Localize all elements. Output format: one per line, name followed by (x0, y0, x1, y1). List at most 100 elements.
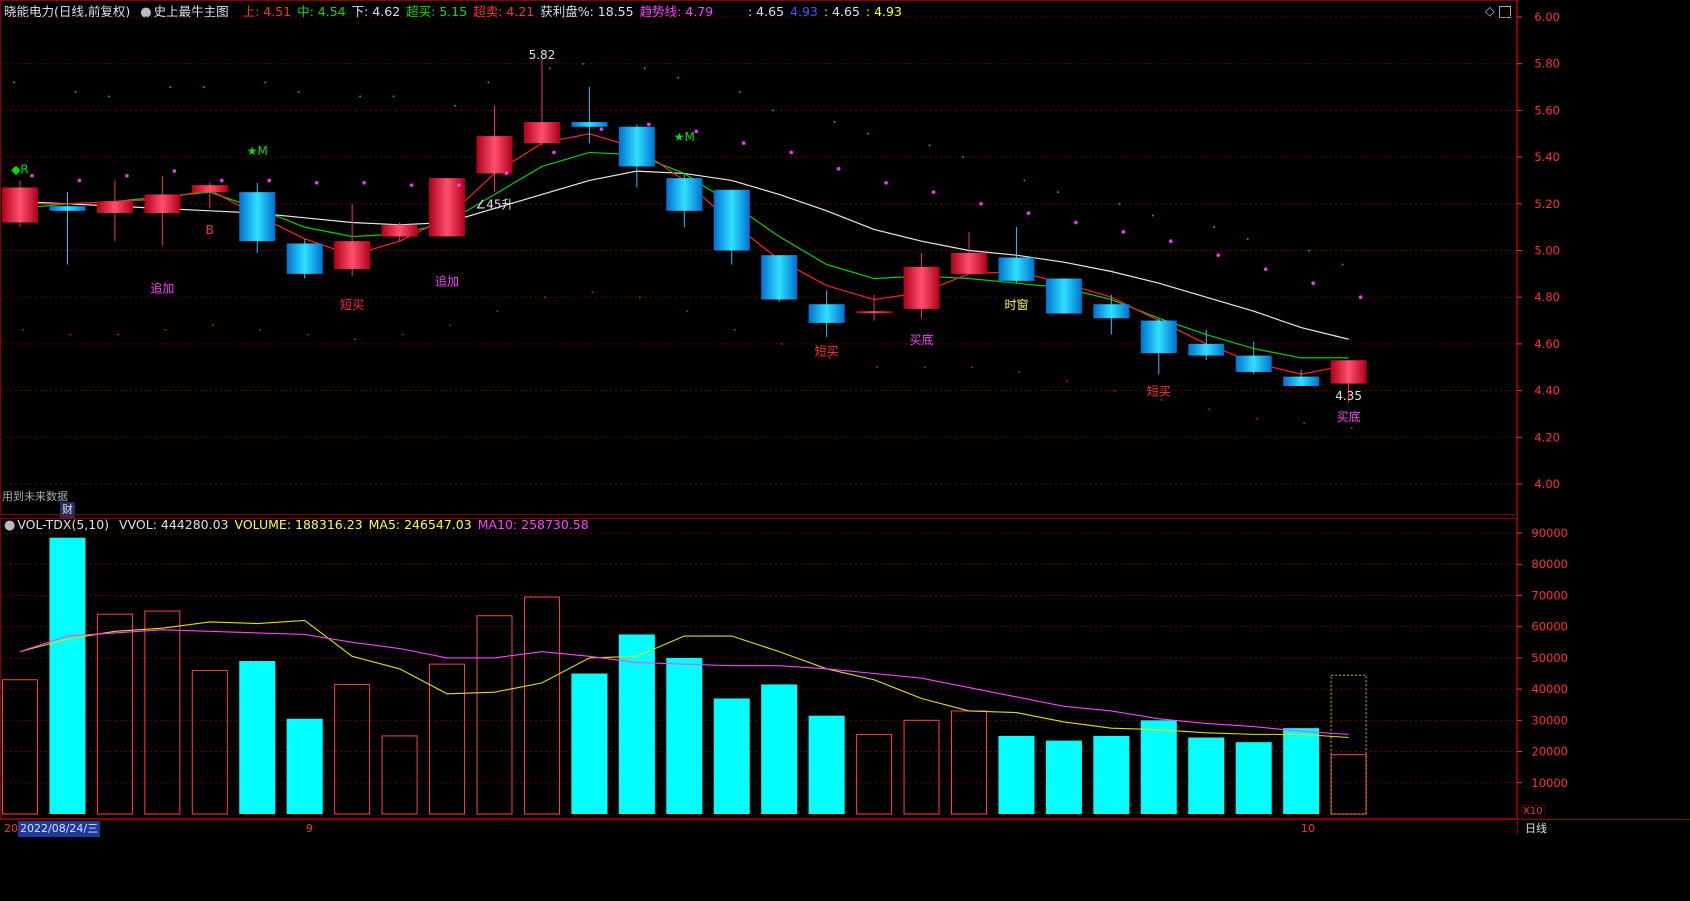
candle-body[interactable] (1235, 355, 1272, 372)
candle[interactable] (1188, 329, 1225, 361)
candle[interactable] (1283, 369, 1320, 386)
candle[interactable] (429, 178, 466, 237)
gear-icon[interactable]: ● (4, 518, 16, 533)
candle-body[interactable] (191, 185, 228, 193)
candle[interactable] (2, 180, 38, 228)
candle[interactable] (951, 231, 987, 274)
volume-bar[interactable] (2, 679, 38, 815)
candle-body[interactable] (1140, 320, 1177, 354)
candle[interactable] (1140, 318, 1177, 375)
volume-tick-label: 80000 (1531, 557, 1568, 571)
volume-bar[interactable] (618, 634, 655, 814)
volume-bar[interactable] (144, 610, 181, 815)
candle-body[interactable] (1045, 278, 1082, 314)
candle-body[interactable] (903, 266, 940, 309)
candle-body[interactable] (1330, 360, 1367, 384)
volume-bar[interactable] (856, 733, 893, 815)
candle-body[interactable] (49, 206, 86, 211)
candle-body[interactable] (666, 178, 703, 211)
candle[interactable] (239, 182, 276, 253)
candle-body[interactable] (476, 136, 513, 174)
volume-bar[interactable] (429, 663, 466, 815)
candle-body[interactable] (2, 187, 38, 223)
candle[interactable] (191, 182, 228, 209)
volume-bar[interactable] (239, 661, 276, 814)
volume-indicator-name[interactable]: VOL-TDX(5,10) (17, 517, 110, 532)
volume-bar[interactable] (951, 710, 987, 815)
candle[interactable] (808, 290, 845, 337)
volume-bar[interactable] (381, 735, 418, 815)
volume-panel[interactable] (2, 537, 1367, 815)
candle[interactable] (903, 252, 940, 319)
candle[interactable] (571, 87, 608, 144)
close-icon[interactable] (1498, 5, 1511, 18)
volume-bar[interactable] (1330, 754, 1367, 815)
volume-bar[interactable] (49, 537, 86, 814)
scale-label[interactable]: X10 (1521, 805, 1545, 819)
candle-body[interactable] (998, 257, 1035, 281)
candle-body[interactable] (951, 252, 987, 274)
candle[interactable] (286, 238, 323, 279)
candle[interactable] (856, 294, 893, 321)
stock-name[interactable]: 晓能电力 (4, 4, 55, 19)
candle[interactable] (1235, 341, 1272, 375)
candle[interactable] (144, 175, 181, 246)
candle[interactable] (666, 173, 703, 228)
candle-body[interactable] (429, 178, 466, 237)
candle[interactable] (1045, 278, 1082, 314)
candle-body[interactable] (1188, 343, 1225, 356)
candle-body[interactable] (713, 189, 750, 251)
candle[interactable] (96, 180, 133, 242)
candle-body[interactable] (286, 243, 323, 274)
candle[interactable] (381, 222, 418, 242)
period-button[interactable]: 日线 (1525, 822, 1547, 835)
volume-bar[interactable] (808, 715, 845, 814)
candle[interactable] (1093, 294, 1130, 335)
candle[interactable] (334, 203, 371, 277)
volume-bar[interactable] (191, 669, 228, 815)
candle-body[interactable] (144, 194, 181, 214)
candle-body[interactable] (381, 224, 418, 237)
volume-bar[interactable] (998, 735, 1035, 814)
candle[interactable] (476, 105, 513, 193)
volume-bar[interactable] (713, 698, 750, 814)
candle[interactable] (761, 255, 798, 302)
candle-body[interactable] (523, 122, 560, 144)
indicator-name[interactable]: 史上最牛主图 (153, 4, 229, 19)
candle-body[interactable] (761, 255, 798, 300)
gear-icon[interactable]: ● (140, 5, 152, 20)
candle[interactable] (49, 192, 86, 265)
volume-bar[interactable] (571, 673, 608, 815)
volume-bar[interactable] (1235, 742, 1272, 814)
candle[interactable] (1330, 360, 1367, 403)
volume-bar[interactable] (286, 718, 323, 814)
volume-bar[interactable] (1283, 728, 1320, 814)
candle-body[interactable] (239, 192, 276, 242)
candle[interactable] (998, 227, 1035, 284)
volume-bar[interactable] (903, 719, 940, 815)
volume-bar[interactable] (761, 684, 798, 814)
volume-bar[interactable] (1188, 737, 1225, 814)
candle-body[interactable] (808, 304, 845, 323)
candle-body[interactable] (1283, 376, 1320, 386)
volume-bar[interactable] (1045, 740, 1082, 814)
candle-body[interactable] (618, 126, 655, 167)
volume-bar[interactable] (334, 683, 371, 815)
candle-body[interactable] (856, 311, 893, 314)
volume-bar[interactable] (1093, 735, 1130, 814)
candle-body[interactable] (1093, 304, 1130, 319)
candle-body[interactable] (334, 241, 371, 270)
diamond-icon[interactable]: ◇ (1485, 3, 1495, 18)
candle[interactable] (523, 59, 560, 146)
volume-bar[interactable] (476, 615, 513, 815)
candle[interactable] (713, 189, 750, 265)
candle[interactable] (618, 124, 655, 188)
candle-body[interactable] (96, 201, 133, 214)
candle-body[interactable] (571, 122, 608, 127)
volume-bar[interactable] (96, 613, 133, 815)
volume-bar[interactable] (1140, 720, 1177, 814)
volume-bar[interactable] (523, 596, 560, 815)
volume-bar[interactable] (666, 657, 703, 814)
